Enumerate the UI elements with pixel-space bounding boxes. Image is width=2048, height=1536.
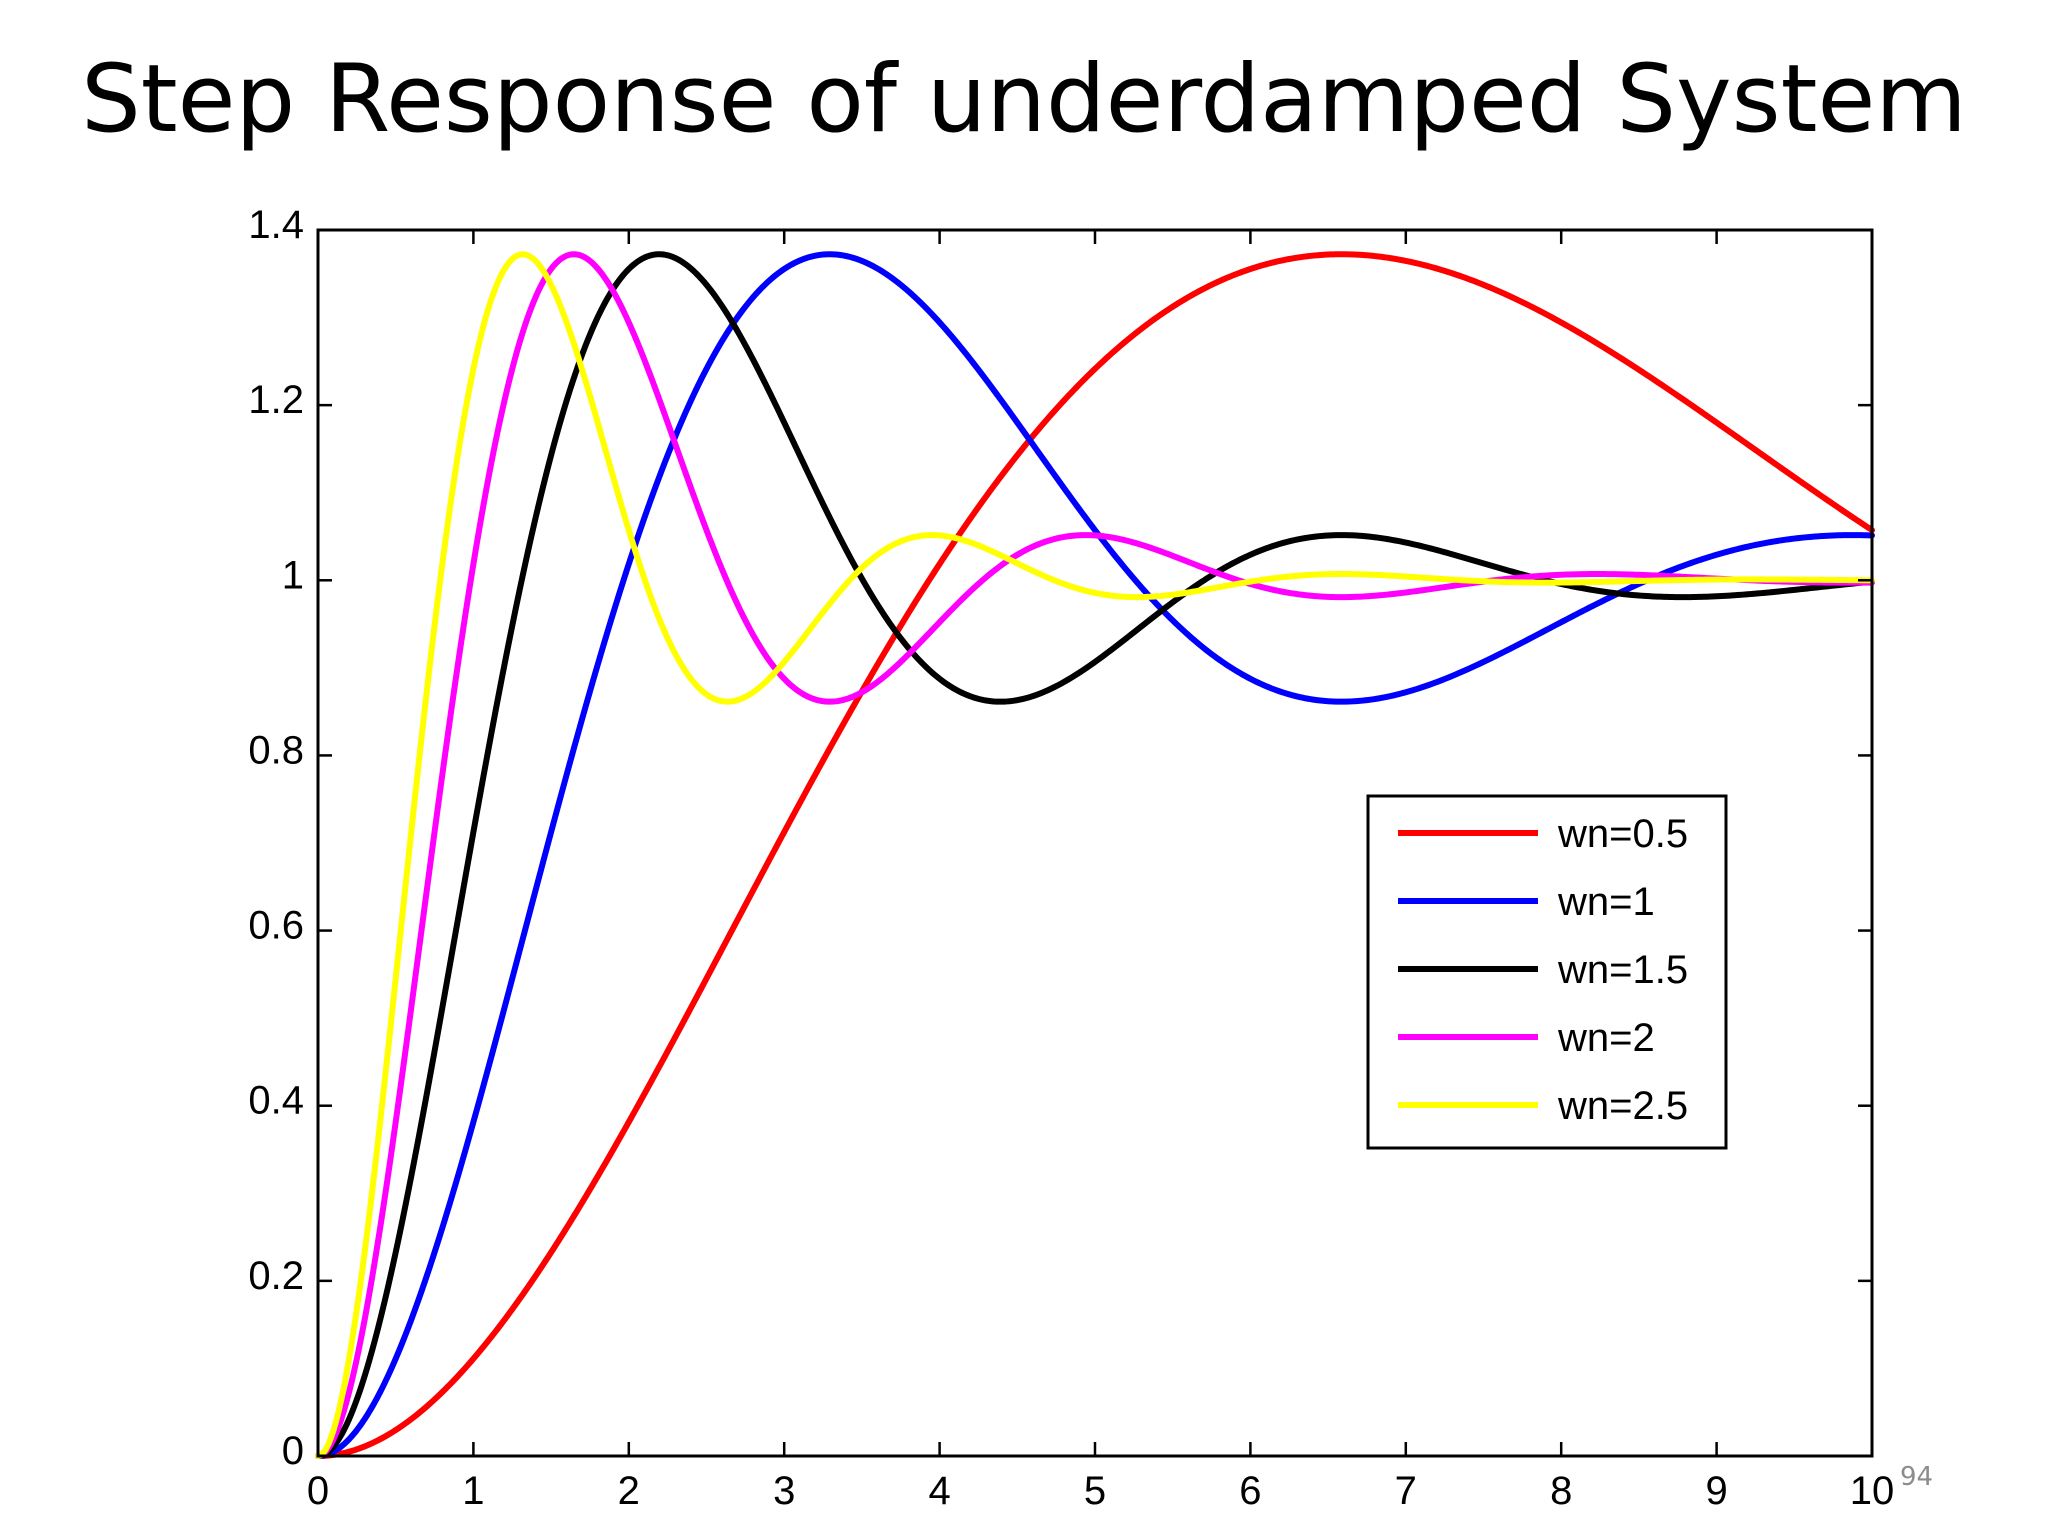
- x-tick-label: 10: [1850, 1469, 1895, 1513]
- y-tick-label: 1.4: [248, 203, 304, 247]
- x-tick-label: 5: [1084, 1469, 1106, 1513]
- y-tick-label: 1.2: [248, 378, 304, 422]
- series-line-2: [315, 251, 1875, 1459]
- legend-label: wn=1: [1557, 880, 1655, 924]
- x-tick-label: 3: [773, 1469, 795, 1513]
- series-line-1: [315, 251, 1875, 1459]
- legend-label: wn=0.5: [1557, 812, 1688, 856]
- x-tick-label: 1: [462, 1469, 484, 1513]
- y-tick-label: 0.4: [248, 1079, 304, 1123]
- legend: wn=0.5 wn=1 wn=1.5 wn=2 wn=2.5: [1366, 794, 1728, 1150]
- series-line-3: [315, 251, 1875, 1459]
- legend-label: wn=1.5: [1557, 948, 1688, 992]
- axis-ticks: 0 1 2 3 4 5 6 7 8 9 10 0 0.2 0.4 0.6 0.8 1 1.2 1.4: [248, 203, 1894, 1513]
- y-tick-label: 0.8: [248, 728, 304, 772]
- x-tick-label: 4: [928, 1469, 950, 1513]
- y-tick-label: 0.6: [248, 904, 304, 948]
- x-tick-label: 2: [618, 1469, 640, 1513]
- x-tick-label: 6: [1239, 1469, 1261, 1513]
- x-tick-label: 7: [1395, 1469, 1417, 1513]
- slide-title: Step Response of underdamped System: [81, 45, 1967, 154]
- legend-label: wn=2: [1557, 1016, 1655, 1060]
- x-tick-label: 8: [1550, 1469, 1572, 1513]
- legend-label: wn=2.5: [1557, 1084, 1688, 1128]
- y-tick-label: 0.2: [248, 1254, 304, 1298]
- series-line-0: [315, 251, 1875, 1459]
- slide-number: 94: [1900, 1462, 1934, 1492]
- series-line-4: [315, 251, 1875, 1459]
- x-tick-label: 9: [1705, 1469, 1727, 1513]
- y-tick-label: 0: [282, 1429, 304, 1473]
- x-tick-label: 0: [307, 1469, 329, 1513]
- series-layer: [315, 251, 1875, 1459]
- y-tick-label: 1: [282, 553, 304, 597]
